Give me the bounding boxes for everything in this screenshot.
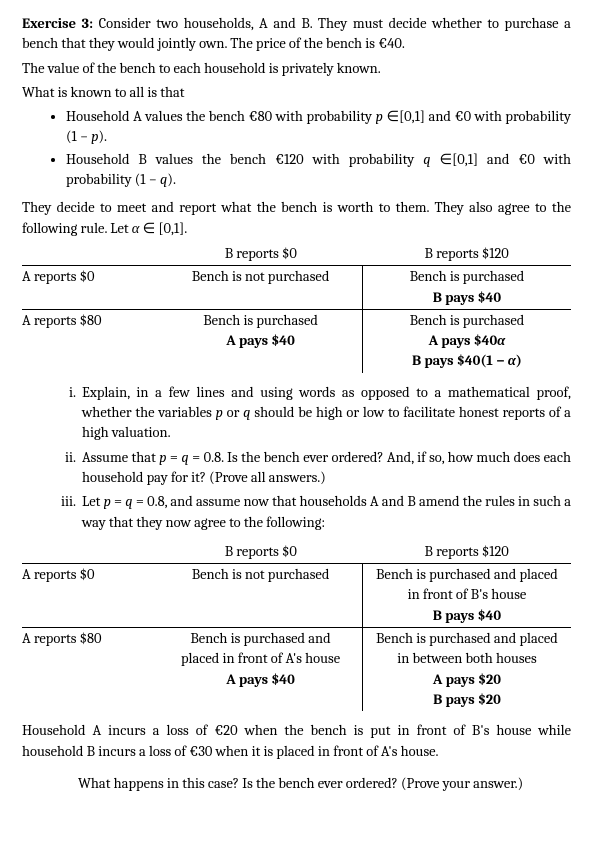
var-alpha: α xyxy=(508,352,516,369)
t2-r2-c1-l3: A pays $40 xyxy=(226,671,295,688)
t1-r2-c2-l3: B pays $40(1 − α) xyxy=(412,352,522,369)
final-question: What happens in this case? Is the bench … xyxy=(78,774,571,794)
meet-text-b: ∈ [0,1]. xyxy=(139,220,187,237)
t1-r1-c2-l1: Bench is purchased xyxy=(410,268,525,285)
question-iii: iii. Let p = q = 0.8, and assume now tha… xyxy=(50,492,571,533)
qi-part-b: or xyxy=(223,404,243,421)
t2-r1-c2-l1: Bench is purchased and placed xyxy=(376,566,558,583)
qiii-part-a: Let xyxy=(82,493,104,510)
num-iii: iii. xyxy=(50,492,76,512)
t2-r1-c2: Bench is purchased and placed in front o… xyxy=(362,564,571,628)
exercise-label: Exercise 3: xyxy=(22,15,93,32)
intro-paragraph: Exercise 3: Consider two households, A a… xyxy=(22,14,571,55)
payoff-table-1: B reports $0 B reports $120 A reports $0… xyxy=(22,243,571,373)
bullet1-part-c: ). xyxy=(98,128,107,145)
var-alpha: α xyxy=(497,332,505,349)
t2-r2-c2-l2: in between both houses xyxy=(397,650,536,667)
question-i: i. Explain, in a few lines and using wor… xyxy=(50,383,571,444)
var-q: q xyxy=(423,151,430,168)
bullet-household-b: Household B values the bench €120 with p… xyxy=(66,150,571,191)
t2-r2-c1-l1: Bench is purchased and xyxy=(190,630,330,647)
question-list: i. Explain, in a few lines and using wor… xyxy=(22,383,571,533)
t1-r1-c2-l2: B pays $40 xyxy=(433,289,501,306)
t1-r2-c2-l2a: A pays $40 xyxy=(429,332,498,349)
t2-row1-label: A reports $0 xyxy=(22,564,159,628)
t1-r2-c1-l2: A pays $40 xyxy=(226,332,295,349)
t1-r2-c2-l3b: ) xyxy=(516,352,522,369)
t2-r2-c2: Bench is purchased and placed in between… xyxy=(362,628,571,712)
t1-row2-label: A reports $80 xyxy=(22,309,159,372)
t2-r2-c2-l3: A pays $20 xyxy=(433,671,501,688)
t2-r2-c1: Bench is purchased and placed in front o… xyxy=(159,628,362,712)
t1-r2-c2-l1: Bench is purchased xyxy=(410,312,525,329)
qii-part-b: = xyxy=(167,449,182,466)
t2-r2-c2-l1: Bench is purchased and placed xyxy=(376,630,558,647)
t2-r1-c1: Bench is not purchased xyxy=(159,564,362,628)
var-q: q xyxy=(125,493,132,510)
var-q: q xyxy=(181,449,188,466)
t2-r1-c2-l3: B pays $40 xyxy=(433,607,501,624)
var-p: p xyxy=(216,404,223,421)
t2-r2-c2-l4: B pays $20 xyxy=(433,691,501,708)
payoff-table-2: B reports $0 B reports $120 A reports $0… xyxy=(22,541,571,711)
bullet2-part-a: Household B values the bench €120 with p… xyxy=(66,151,423,168)
t1-r2-c1-l1: Bench is purchased xyxy=(203,312,318,329)
t1-row1-label: A reports $0 xyxy=(22,266,159,310)
bullet-household-a: Household A values the bench €80 with pr… xyxy=(66,107,571,148)
var-p: p xyxy=(159,449,166,466)
intro-text-3: What is known to all is that xyxy=(22,83,571,103)
t1-col-header-2: B reports $120 xyxy=(362,243,571,266)
t2-r2-c1-l2: placed in front of A's house xyxy=(181,650,340,667)
t2-row2-label: A reports $80 xyxy=(22,628,159,712)
var-p: p xyxy=(376,108,383,125)
question-ii: ii. Assume that p = q = 0.8. Is the benc… xyxy=(50,448,571,489)
t1-r2-c2: Bench is purchased A pays $40α B pays $4… xyxy=(362,309,571,372)
t1-r2-c2-l2: A pays $40α xyxy=(429,332,506,349)
intro-text-1: Consider two households, A and B. They m… xyxy=(22,15,571,52)
rule-intro: They decide to meet and report what the … xyxy=(22,198,571,239)
intro-text-2: The value of the bench to each household… xyxy=(22,59,571,79)
qiii-part-b: = xyxy=(111,493,125,510)
qiii-part-c: = 0.8, and assume now that households A … xyxy=(82,493,571,530)
meet-text-a: They decide to meet and report what the … xyxy=(22,199,571,236)
known-facts-list: Household A values the bench €80 with pr… xyxy=(22,107,571,190)
t2-col-header-2: B reports $120 xyxy=(362,541,571,564)
t2-col-header-1: B reports $0 xyxy=(159,541,362,564)
var-q: q xyxy=(243,404,250,421)
t1-r2-c2-l3a: B pays $40(1 − xyxy=(412,352,508,369)
bullet2-part-c: ). xyxy=(167,171,176,188)
t2-r1-c2-l2: in front of B's house xyxy=(408,586,527,603)
var-p: p xyxy=(104,493,111,510)
bullet1-part-a: Household A values the bench €80 with pr… xyxy=(66,108,376,125)
qii-part-a: Assume that xyxy=(82,449,159,466)
num-i: i. xyxy=(50,383,76,403)
t1-r2-c1: Bench is purchased A pays $40 xyxy=(159,309,362,372)
t1-r1-c1: Bench is not purchased xyxy=(159,266,362,310)
loss-paragraph: Household A incurs a loss of €20 when th… xyxy=(22,721,571,762)
t1-col-header-1: B reports $0 xyxy=(159,243,362,266)
num-ii: ii. xyxy=(50,448,76,468)
t1-r1-c2: Bench is purchased B pays $40 xyxy=(362,266,571,310)
